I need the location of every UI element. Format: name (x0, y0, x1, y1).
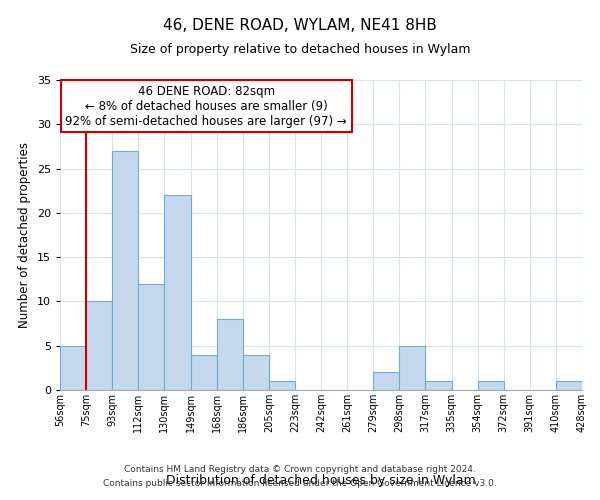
Bar (217, 319, 243, 390)
Bar (269, 381, 295, 390)
Bar (243, 354, 269, 390)
Bar (86, 302, 112, 390)
Bar (556, 381, 582, 390)
Bar (478, 381, 504, 390)
Bar (112, 151, 139, 390)
Bar (400, 346, 425, 390)
Bar (191, 354, 217, 390)
Bar (425, 381, 452, 390)
Bar (164, 195, 191, 390)
Bar (60, 346, 86, 390)
Bar (373, 372, 400, 390)
Text: 46 DENE ROAD: 82sqm
← 8% of detached houses are smaller (9)
92% of semi-detached: 46 DENE ROAD: 82sqm ← 8% of detached hou… (65, 84, 347, 128)
Text: 46, DENE ROAD, WYLAM, NE41 8HB: 46, DENE ROAD, WYLAM, NE41 8HB (163, 18, 437, 32)
Text: Contains HM Land Registry data © Crown copyright and database right 2024.
Contai: Contains HM Land Registry data © Crown c… (103, 466, 497, 487)
Text: Size of property relative to detached houses in Wylam: Size of property relative to detached ho… (130, 42, 470, 56)
Y-axis label: Number of detached properties: Number of detached properties (18, 142, 31, 328)
Bar (139, 284, 164, 390)
X-axis label: Distribution of detached houses by size in Wylam: Distribution of detached houses by size … (166, 474, 476, 487)
